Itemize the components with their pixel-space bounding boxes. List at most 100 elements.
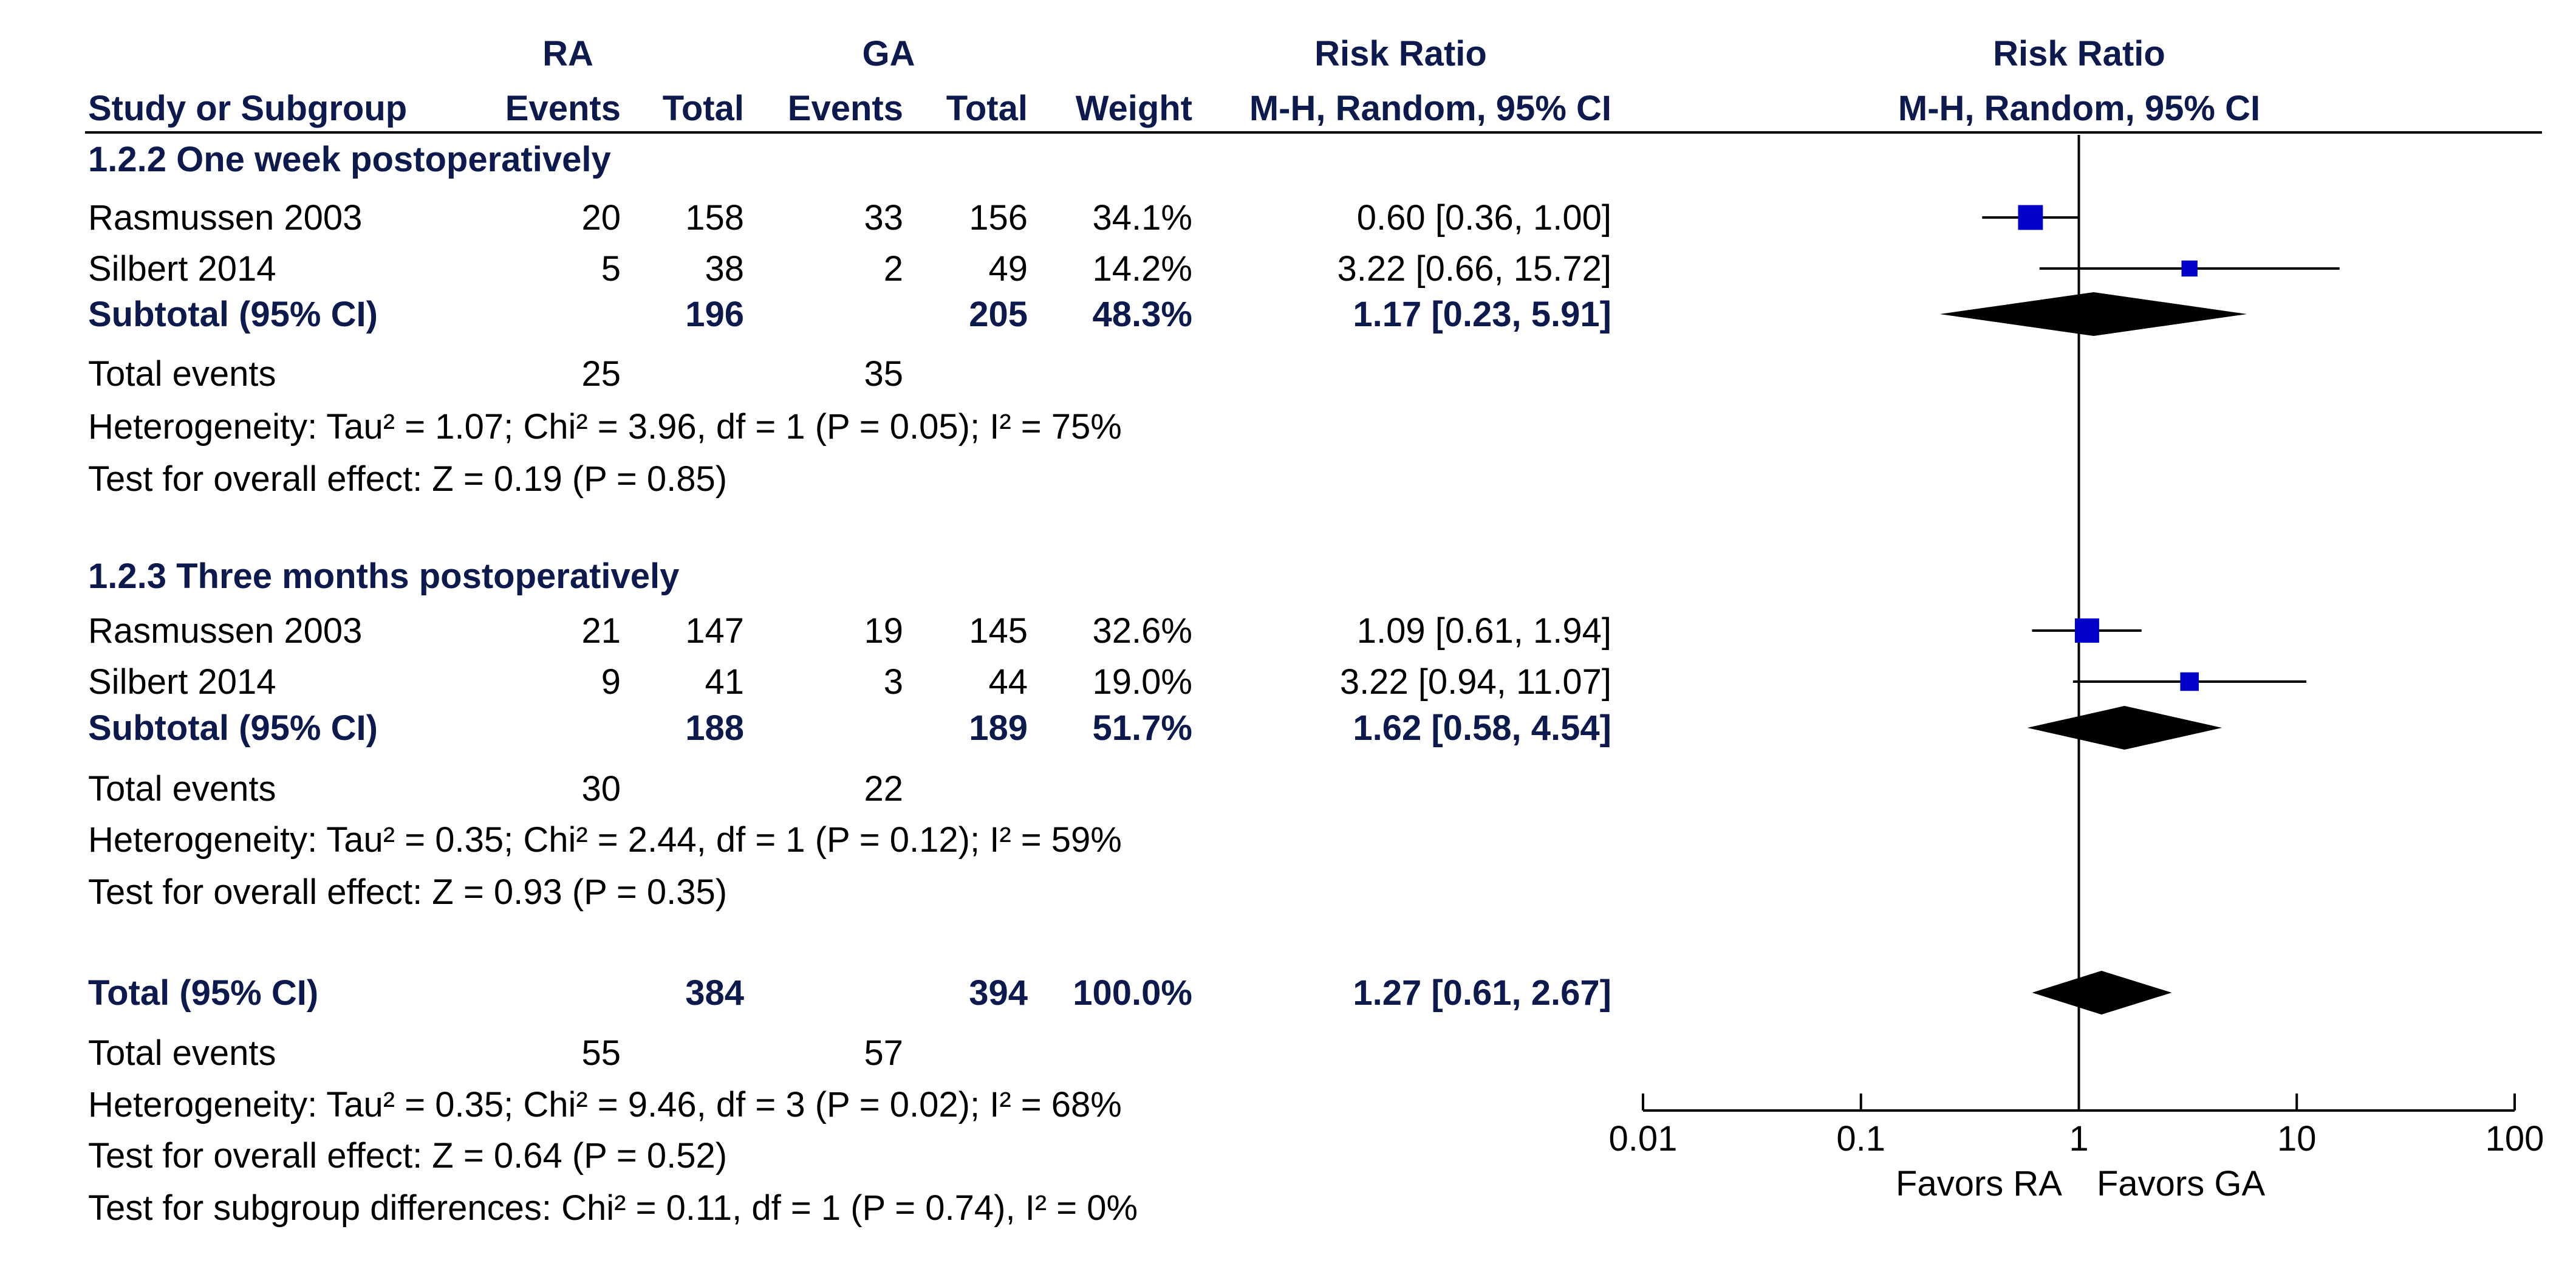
subgroup-differences-text: Test for subgroup differences: Chi² = 0.… (88, 1188, 1138, 1228)
total-events-ga: 22 (864, 769, 903, 809)
total-events-ga: 57 (864, 1033, 903, 1073)
header-study-or-subgroup: Study or Subgroup (88, 89, 407, 128)
subtotal-total-ra: 196 (685, 295, 744, 334)
total-ga: 145 (969, 611, 1028, 651)
plot-marks (1939, 205, 2340, 1015)
header-total-ga: Total (946, 89, 1028, 128)
study-name: Rasmussen 2003 (88, 198, 362, 238)
favors-left-label: Favors RA (1896, 1164, 2062, 1203)
weight: 32.6% (1093, 611, 1192, 651)
header-risk-ratio-right: Risk Ratio (1993, 34, 2165, 74)
total-total-ra: 384 (685, 973, 744, 1013)
subgroup-title: 1.2.3 Three months postoperatively (88, 556, 679, 596)
total-events-label: Total events (88, 1033, 276, 1073)
total-events-row: Total events 30 22 (88, 769, 903, 809)
study-marker (2074, 618, 2099, 643)
x-tick-label: 1 (2069, 1119, 2088, 1159)
study-marker (2181, 260, 2198, 277)
study-name: Silbert 2014 (88, 662, 276, 702)
header-events-ga: Events (788, 89, 903, 128)
risk-ratio-ci: 1.09 [0.61, 1.94] (1357, 611, 1611, 651)
total-events-label: Total events (88, 769, 276, 809)
total-weight: 100.0% (1073, 973, 1192, 1013)
subtotal-total-ga: 205 (969, 295, 1028, 334)
pooled-diamond (2032, 971, 2172, 1015)
total-ra: 147 (685, 611, 744, 651)
subtotal-total-ga: 189 (969, 708, 1028, 748)
forest-plot-area: 0.01 0.1 1 10 100 Favors RA Favors GA (1609, 135, 2544, 1203)
events-ga: 19 (864, 611, 903, 651)
subtotal-label: Subtotal (95% CI) (88, 708, 378, 748)
x-tick-label: 100 (2485, 1119, 2544, 1159)
overall-effect-text: Test for overall effect: Z = 0.64 (P = 0… (88, 1136, 727, 1176)
x-axis-ticks: 0.01 0.1 1 10 100 (1609, 1093, 2544, 1159)
total-events-ra: 25 (581, 354, 621, 394)
subtotal-weight: 51.7% (1093, 708, 1192, 748)
events-ra: 21 (581, 611, 621, 651)
overall-effect-text: Test for overall effect: Z = 0.93 (P = 0… (88, 872, 727, 912)
study-name: Silbert 2014 (88, 249, 276, 289)
events-ra: 20 (581, 198, 621, 238)
x-tick-label: 10 (2277, 1119, 2317, 1159)
total-ga: 156 (969, 198, 1028, 238)
table-row: Rasmussen 2003 21 147 19 145 32.6% 1.09 … (88, 611, 1611, 651)
pooled-diamond (2027, 706, 2222, 750)
subtotal-row: Subtotal (95% CI) 188 189 51.7% 1.62 [0.… (88, 708, 1611, 748)
total-row: Total (95% CI) 384 394 100.0% 1.27 [0.61… (88, 973, 1611, 1013)
weight: 14.2% (1093, 249, 1192, 289)
x-tick-label: 0.01 (1609, 1119, 1678, 1159)
header-weight: Weight (1076, 89, 1192, 128)
heterogeneity-text: Heterogeneity: Tau² = 0.35; Chi² = 9.46,… (88, 1085, 1122, 1124)
heterogeneity-text: Heterogeneity: Tau² = 1.07; Chi² = 3.96,… (88, 407, 1122, 447)
risk-ratio-ci: 3.22 [0.66, 15.72] (1338, 249, 1611, 289)
events-ga: 2 (884, 249, 903, 289)
favors-right-label: Favors GA (2097, 1164, 2265, 1203)
events-ra: 5 (601, 249, 621, 289)
study-name: Rasmussen 2003 (88, 611, 362, 651)
risk-ratio-ci: 0.60 [0.36, 1.00] (1357, 198, 1611, 238)
header-method-right: M-H, Random, 95% CI (1898, 89, 2260, 128)
total-ra: 158 (685, 198, 744, 238)
total-ra: 38 (705, 249, 744, 289)
header-total-ra: Total (663, 89, 744, 128)
total-events-label: Total events (88, 354, 276, 394)
header-group-ga: GA (863, 34, 915, 74)
total-ga: 49 (988, 249, 1028, 289)
weight: 34.1% (1093, 198, 1192, 238)
header-risk-ratio-left: Risk Ratio (1314, 34, 1487, 74)
table-row: Silbert 2014 5 38 2 49 14.2% 3.22 [0.66,… (88, 249, 1611, 289)
subtotal-label: Subtotal (95% CI) (88, 295, 378, 334)
total-events-ra: 30 (581, 769, 621, 809)
events-ga: 3 (884, 662, 903, 702)
header-method-left: M-H, Random, 95% CI (1249, 89, 1611, 128)
total-events-ga: 35 (864, 354, 903, 394)
subtotal-ci: 1.62 [0.58, 4.54] (1353, 708, 1611, 748)
total-events-row: Total events 25 35 (88, 354, 903, 394)
study-marker (2180, 672, 2199, 691)
header-group-ra: RA (542, 34, 593, 74)
header-events-ra: Events (505, 89, 621, 128)
overall-effect-text: Test for overall effect: Z = 0.19 (P = 0… (88, 459, 727, 499)
total-ga: 44 (988, 662, 1028, 702)
x-tick-label: 0.1 (1836, 1119, 1885, 1159)
subgroup-title: 1.2.2 One week postoperatively (88, 140, 611, 179)
subtotal-total-ra: 188 (685, 708, 744, 748)
table-row: Rasmussen 2003 20 158 33 156 34.1% 0.60 … (88, 198, 1611, 238)
subtotal-ci: 1.17 [0.23, 5.91] (1353, 295, 1611, 334)
weight: 19.0% (1093, 662, 1192, 702)
study-marker (2018, 205, 2043, 230)
heterogeneity-text: Heterogeneity: Tau² = 0.35; Chi² = 2.44,… (88, 820, 1122, 860)
risk-ratio-ci: 3.22 [0.94, 11.07] (1340, 662, 1611, 702)
pooled-diamond (1939, 292, 2247, 336)
total-ra: 41 (705, 662, 744, 702)
events-ga: 33 (864, 198, 903, 238)
total-label: Total (95% CI) (88, 973, 318, 1013)
subtotal-weight: 48.3% (1093, 295, 1192, 334)
table-row: Silbert 2014 9 41 3 44 19.0% 3.22 [0.94,… (88, 662, 1611, 702)
events-ra: 9 (601, 662, 621, 702)
total-total-ga: 394 (969, 973, 1028, 1013)
total-events-ra: 55 (581, 1033, 621, 1073)
total-events-row: Total events 55 57 (88, 1033, 903, 1073)
